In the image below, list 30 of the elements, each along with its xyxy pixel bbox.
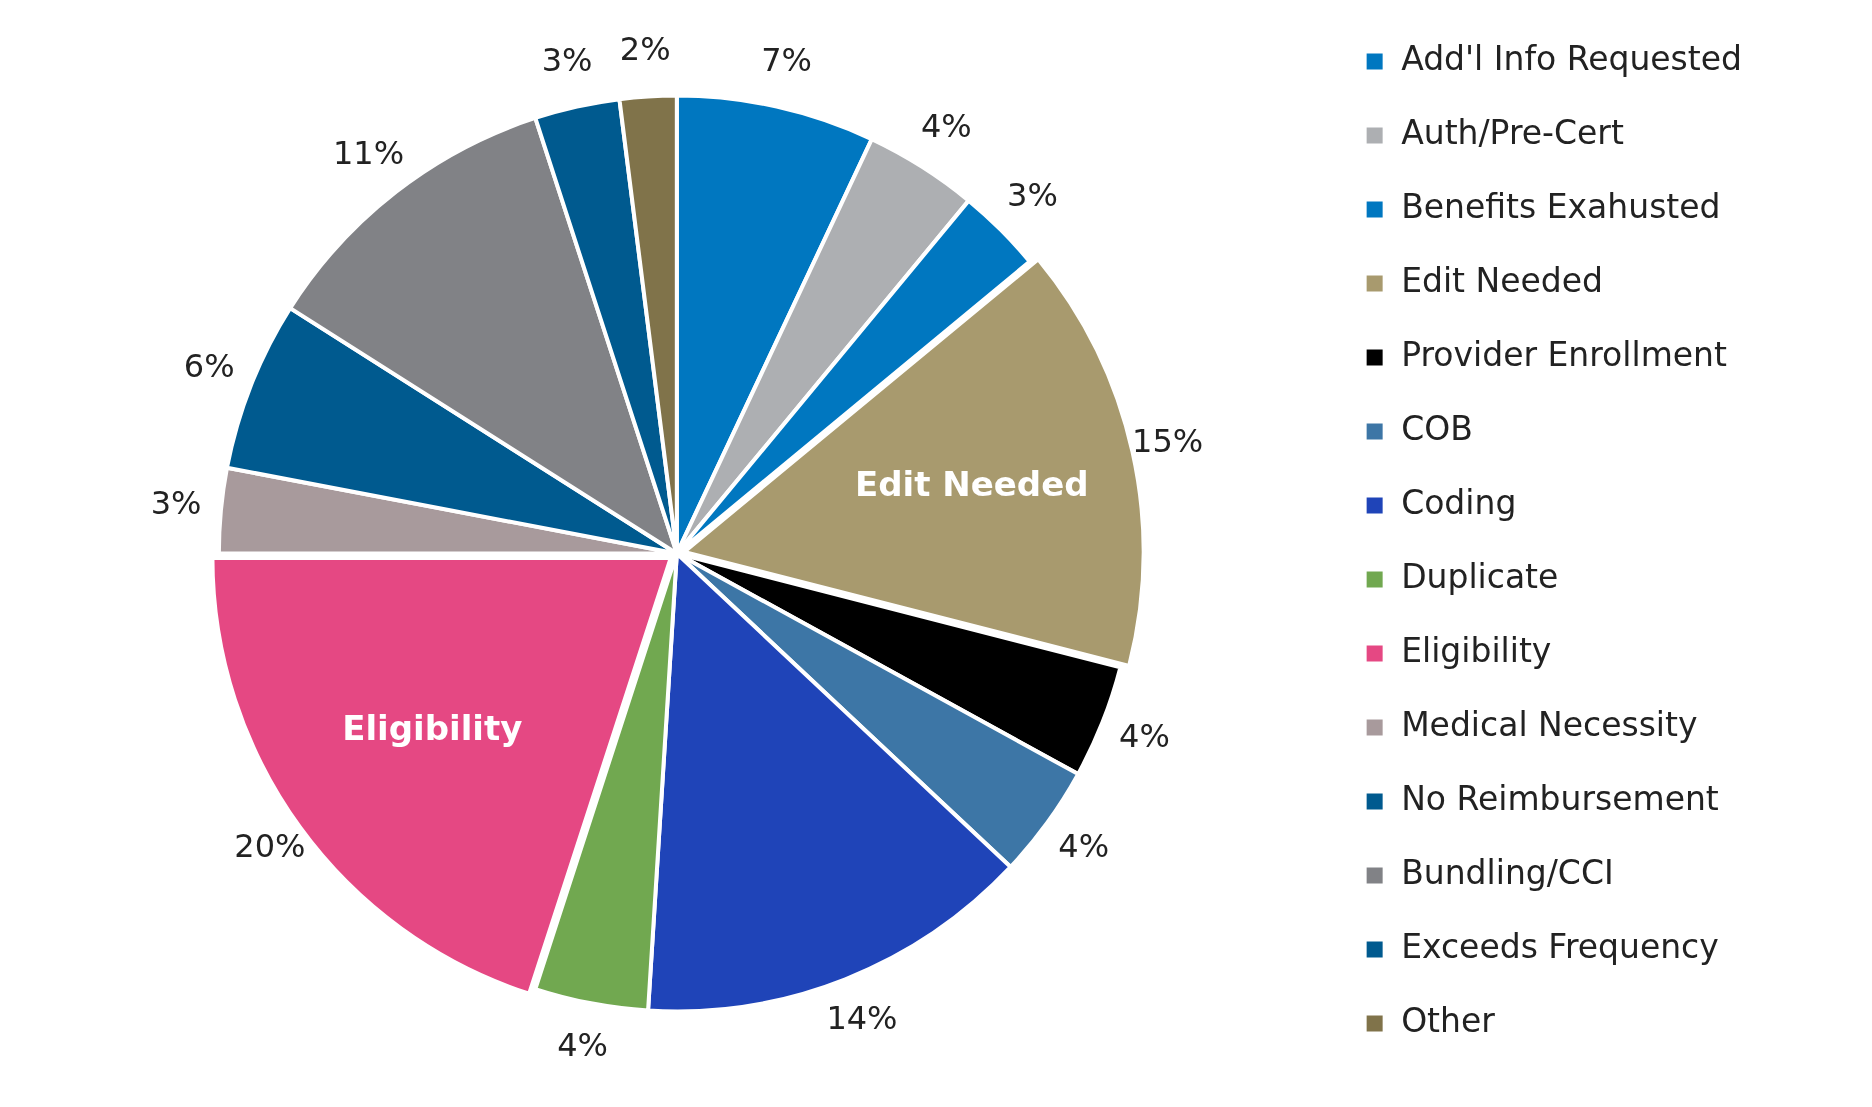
legend-label: Add'l Info Requested — [1401, 39, 1743, 79]
legend-label: Medical Necessity — [1401, 705, 1698, 745]
data-label: 14% — [826, 999, 898, 1038]
data-label: 4% — [1119, 716, 1170, 755]
legend-label: Auth/Pre-Cert — [1401, 113, 1624, 153]
legend-label: Exceeds Frequency — [1401, 927, 1719, 967]
legend-label: Eligibility — [1401, 631, 1552, 671]
data-label: 4% — [1058, 827, 1110, 866]
data-label: 11% — [333, 134, 405, 173]
data-label: 4% — [920, 107, 972, 146]
legend-label: COB — [1401, 409, 1473, 449]
slice-label: Eligibility — [342, 707, 523, 748]
slice-label: Edit Needed — [854, 464, 1089, 505]
data-label: 2% — [619, 29, 671, 68]
legend-label: No Reimbursement — [1401, 779, 1719, 819]
legend-label: Edit Needed — [1401, 261, 1604, 301]
data-label: 3% — [150, 484, 202, 523]
legend-label: Benefits Exahusted — [1401, 187, 1721, 227]
data-label: 3% — [1007, 176, 1058, 215]
data-label: 3% — [541, 40, 593, 79]
data-label: 6% — [183, 346, 235, 385]
legend-label: Bundling/CCI — [1401, 853, 1614, 893]
legend-label: Duplicate — [1401, 557, 1559, 597]
data-label: 15% — [1132, 422, 1204, 461]
legend-label: Provider Enrollment — [1401, 335, 1727, 375]
data-label: 7% — [761, 40, 812, 79]
data-label: 4% — [557, 1025, 608, 1064]
legend-label: Coding — [1401, 483, 1517, 523]
legend-label: Other — [1401, 1001, 1496, 1041]
data-label: 20% — [234, 827, 306, 866]
